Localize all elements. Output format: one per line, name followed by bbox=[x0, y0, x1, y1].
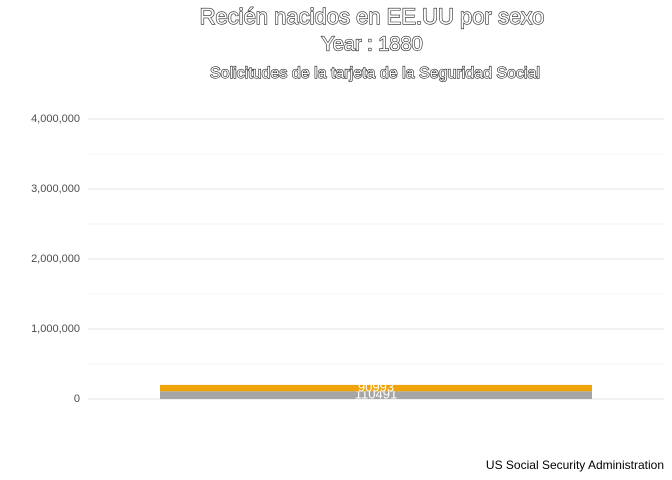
bar-segment bbox=[160, 391, 592, 399]
y-tick-label: 3,000,000 bbox=[31, 183, 80, 195]
caption: US Social Security Administration bbox=[486, 458, 664, 472]
chart-subtitle: Solicitudes de la tarjeta de la Segurida… bbox=[210, 65, 540, 82]
y-tick-label: 4,000,000 bbox=[31, 113, 80, 125]
value-label: 90993 bbox=[358, 380, 394, 395]
chart-subtitle: Year : 1880 bbox=[321, 33, 423, 55]
chart-title: Recién nacidos en EE.UU por sexo bbox=[200, 4, 545, 29]
y-tick-label: 2,000,000 bbox=[31, 253, 80, 265]
y-tick-label: 1,000,000 bbox=[31, 323, 80, 335]
y-tick-label: 0 bbox=[74, 393, 80, 405]
bar-segment bbox=[160, 384, 592, 392]
